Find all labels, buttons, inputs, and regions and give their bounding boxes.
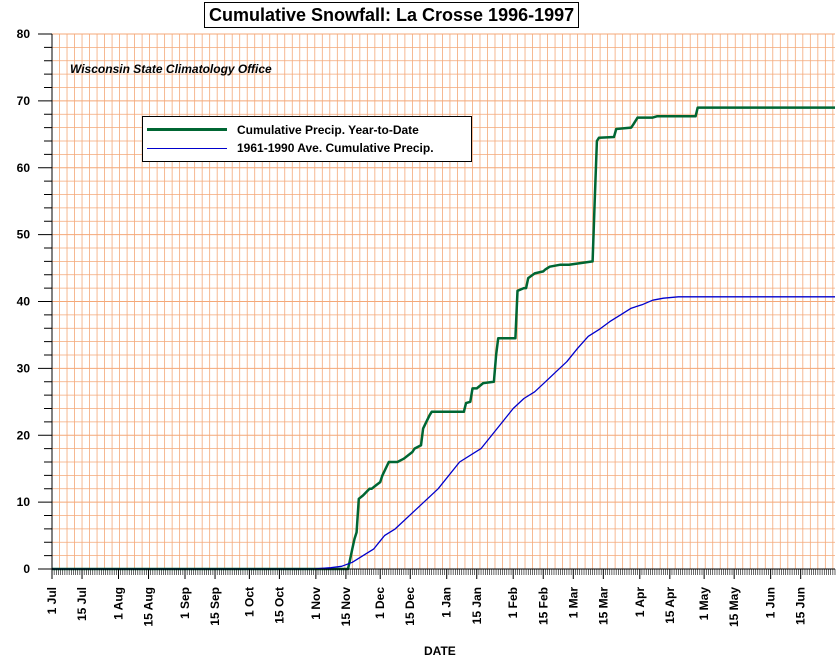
x-tick-label: 15 Nov	[339, 587, 353, 627]
x-tick-label: 1 Jan	[440, 587, 454, 618]
x-tick-label: 15 Dec	[403, 587, 417, 626]
y-tick-label: 50	[17, 228, 31, 242]
y-tick-label: 0	[23, 562, 30, 576]
legend-swatch-actual	[147, 128, 227, 131]
x-tick-label: 15 Jul	[75, 587, 89, 621]
x-tick-label: 1 Dec	[373, 587, 387, 619]
y-tick-label: 10	[17, 495, 31, 509]
x-tick-label: 1 Jul	[45, 587, 59, 614]
legend-swatch-normal	[147, 148, 227, 149]
x-tick-label: 15 May	[727, 587, 741, 627]
x-tick-label: 15 Jan	[470, 587, 484, 624]
y-tick-label: 60	[17, 161, 31, 175]
y-tick-label: 40	[17, 295, 31, 309]
x-tick-label: 1 Jun	[764, 587, 778, 618]
series-line-actual	[52, 106, 835, 571]
x-tick-label: 1 Apr	[633, 587, 647, 618]
x-tick-label: 15 Oct	[272, 587, 286, 624]
y-tick-label: 30	[17, 361, 31, 375]
legend-item-actual: Cumulative Precip. Year-to-Date	[147, 121, 467, 139]
y-tick-label: 20	[17, 428, 31, 442]
x-tick-label: 15 Jun	[794, 587, 808, 625]
legend-label-actual: Cumulative Precip. Year-to-Date	[237, 123, 419, 137]
y-tick-label: 80	[17, 27, 31, 41]
x-tick-label: 15 Feb	[536, 587, 550, 625]
x-tick-label: 1 Oct	[242, 587, 256, 617]
legend: Cumulative Precip. Year-to-Date 1961-199…	[142, 116, 472, 162]
chart-title: Cumulative Snowfall: La Crosse 1996-1997	[204, 2, 580, 28]
x-axis-label: DATE	[424, 644, 456, 658]
series-layer	[52, 106, 835, 571]
x-tick-label: 1 Mar	[566, 587, 580, 619]
x-tick-label: 15 Mar	[596, 587, 610, 625]
x-tick-label: 1 Sep	[178, 587, 192, 619]
y-tick-label: 70	[17, 94, 31, 108]
x-tick-label: 1 Nov	[309, 587, 323, 620]
x-tick-label: 1 Feb	[506, 587, 520, 618]
series-line-normal	[52, 296, 835, 570]
x-tick-label: 15 Aug	[142, 587, 156, 627]
axes: 0 10 20 30 40 50 60 70 80 1 Jul 15 Jul 1 Aug 15 Aug 1…	[17, 27, 836, 627]
grid-lines	[51, 33, 835, 570]
x-tick-label: 1 Aug	[112, 587, 126, 620]
x-tick-label: 1 May	[697, 587, 711, 621]
x-tick-label: 15 Apr	[663, 587, 677, 624]
x-tick-label: 15 Sep	[208, 587, 222, 626]
chart-annotation: Wisconsin State Climatology Office	[70, 62, 272, 76]
legend-item-normal: 1961-1990 Ave. Cumulative Precip.	[147, 139, 467, 157]
legend-label-normal: 1961-1990 Ave. Cumulative Precip.	[237, 141, 434, 155]
